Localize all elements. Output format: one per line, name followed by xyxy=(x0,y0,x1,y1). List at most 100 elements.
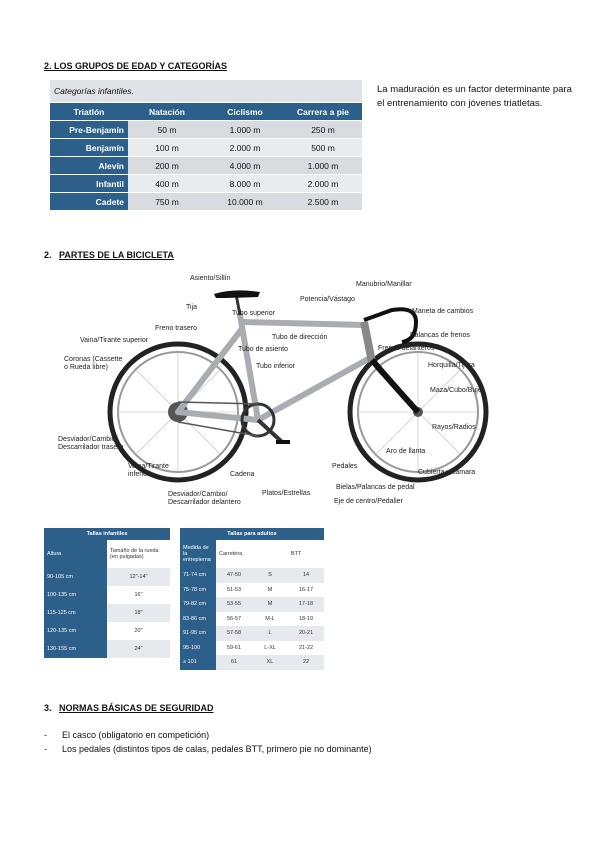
table-row: Pre-Benjamín 50 m 1.000 m 250 m xyxy=(50,120,362,139)
table-row: 90-105 cm 12"-14" xyxy=(44,568,170,586)
table-cell: Cadete xyxy=(50,192,128,211)
table-cell: 120-135 cm xyxy=(44,622,107,640)
table-cell: 115-125 cm xyxy=(44,604,107,622)
section-title: NORMAS BÁSICAS DE SEGURIDAD xyxy=(59,703,214,713)
bike-part-label: Cubierta y cámara xyxy=(418,469,476,476)
table-cell: M xyxy=(267,586,273,593)
table-row: 100-135 cm 16" xyxy=(44,586,170,604)
table-cell: 250 m xyxy=(284,120,362,139)
table-cell: 130-155 cm xyxy=(44,640,107,658)
bike-part-label: Maza/Cubo/Buje xyxy=(430,387,482,394)
list-text: Los pedales (distintos tipos de calas, p… xyxy=(62,744,372,754)
table-row: Benjamín 100 m 2.000 m 500 m xyxy=(50,138,362,157)
table-row: 130-155 cm 24" xyxy=(44,640,170,658)
header-cell: Carrera a pie xyxy=(284,102,362,121)
header-cell: Altura xyxy=(44,540,107,568)
table-cell: 1.000 m xyxy=(284,156,362,175)
table-cell: 83-86 cm xyxy=(180,611,216,626)
bullet: ‑ xyxy=(44,744,47,754)
table-row: 71-74 cm 47-50 S 14 xyxy=(180,568,324,583)
caption-row: Categorías infantiles. xyxy=(50,80,362,103)
table-row: 91-95 cm 57-58 L 20-21 xyxy=(180,626,324,641)
table-caption: Categorías infantiles. xyxy=(50,80,362,103)
table-cell: 14 xyxy=(288,568,324,583)
table-cell: 10.000 m xyxy=(206,192,284,211)
bike-part-label: Desviador/Cambio/ Descarrilador trasero xyxy=(58,436,124,451)
table-cell: 95-100 xyxy=(180,640,216,655)
table-title: Tallas infantiles xyxy=(44,528,170,540)
header-cell: BTT xyxy=(288,540,324,568)
header-cell: Tamaño de la rueda (en pulgadas) xyxy=(107,540,170,568)
table-cell: 18-19 xyxy=(298,615,314,622)
bike-part-label: Palancas de frenos xyxy=(410,332,470,339)
note: La maduración es un factor determinante … xyxy=(377,84,572,109)
table-cell: 200 m xyxy=(128,156,206,175)
bike-part-label: Tubo de dirección xyxy=(272,334,328,341)
section-number: 2. xyxy=(44,250,52,260)
bike-part-label: Desviador/Cambio/ Descarrilador delanter… xyxy=(168,491,241,506)
table-cell: 100 m xyxy=(128,138,206,157)
bike-part-label: Potencia/Vástago xyxy=(300,296,355,303)
table-cell: 24" xyxy=(107,640,170,658)
categories-table: Categorías infantiles. Triatlón Natación Ci… xyxy=(50,80,362,211)
table-row: 79-82 cm 53-55 M 17-18 xyxy=(180,597,324,612)
table-cell: 21-22 xyxy=(298,644,314,651)
table-cell: S xyxy=(252,568,288,583)
bike-part-label: Rayos/Radios xyxy=(432,424,476,431)
bike-part-label: Vaina/Tirante inferior xyxy=(128,463,169,478)
title-row: Tallas para adultos xyxy=(180,528,324,540)
table-cell: 400 m xyxy=(128,174,206,193)
table-cell: 22 xyxy=(288,655,324,670)
header-cell: Natación xyxy=(128,102,206,121)
table-cell: 90-105 cm xyxy=(44,568,107,586)
list-item: ‑ El casco (obligatorio en competición) xyxy=(44,730,209,740)
table-cell: 500 m xyxy=(284,138,362,157)
bicycle-illustration xyxy=(107,290,489,483)
bike-part-label: Freno trasero xyxy=(155,325,198,332)
bike-part-label: Bielas/Palancas de pedal xyxy=(336,484,415,491)
table-cell: 53-55 xyxy=(216,597,252,612)
table-cell: 79-82 cm xyxy=(180,597,216,612)
table-row: 75-78 cm 51-53 M 16-17 xyxy=(180,582,324,597)
table-cell: 2.000 m xyxy=(284,174,362,193)
kids-sizes-table: Tallas infantiles Altura Tamaño de la rued… xyxy=(44,528,170,658)
list-item: ‑ Los pedales (distintos tipos de calas, … xyxy=(44,744,372,754)
table-cell: 56-57 xyxy=(226,615,242,622)
table-cell: L-XL xyxy=(264,644,276,651)
adult-sizes-table: Tallas para adultos Medida de la entrepie… xyxy=(180,528,324,670)
section-number: 3. xyxy=(44,703,52,713)
table-cell: 57-58 xyxy=(216,626,252,641)
bike-part-label: Manubrio/Manillar xyxy=(356,281,412,288)
table-row: 115-125 cm 18" xyxy=(44,604,170,622)
bike-part-label: Cadena xyxy=(230,471,255,478)
table-cell: 2.500 m xyxy=(284,192,362,211)
header-cell: Carretera xyxy=(216,540,288,568)
table-row: ≥ 101 61 XL 22 xyxy=(180,655,324,670)
table-cell: ≥ 101 xyxy=(180,655,216,670)
section-heading: 3. NORMAS BÁSICAS DE SEGURIDAD xyxy=(44,703,214,713)
bike-part-label: Coronas (Cassette o Rueda libre) xyxy=(64,356,123,371)
bike-part-label: Asiento/Sillín xyxy=(190,275,231,282)
table-row: Alevín 200 m 4.000 m 1.000 m xyxy=(50,156,362,175)
table-cell: 47-50 xyxy=(216,568,252,583)
header-row: Triatlón Natación Ciclismo Carrera a pie xyxy=(50,102,362,121)
bullet: ‑ xyxy=(44,730,47,740)
header-row: Altura Tamaño de la rueda (en pulgadas) xyxy=(44,540,170,568)
table-cell: Benjamín xyxy=(50,138,128,157)
list-text: El casco (obligatorio en competición) xyxy=(62,730,210,740)
header-row: Medida de la entrepierna Carretera BTT xyxy=(180,540,324,568)
bike-part-label: Horquilla/Tijera xyxy=(428,362,475,369)
table-cell: 12"-14" xyxy=(107,568,170,586)
section-title: PARTES DE LA BICICLETA xyxy=(59,250,174,260)
bike-part-label: Tubo inferior xyxy=(256,363,296,370)
table-cell: 16" xyxy=(134,592,143,598)
table-cell: L xyxy=(252,626,288,641)
table-cell: 1.000 m xyxy=(206,120,284,139)
table-row: 95-100 59-61 L-XL 21-22 xyxy=(180,640,324,655)
table-cell: Infantil xyxy=(50,174,128,193)
section-heading: 2. LOS GRUPOS DE EDAD Y CATEGORÍAS xyxy=(44,61,228,71)
table-title: Tallas para adultos xyxy=(180,528,324,540)
table-cell: 75-78 cm xyxy=(180,582,216,597)
table-cell: Pre-Benjamín xyxy=(50,120,128,139)
